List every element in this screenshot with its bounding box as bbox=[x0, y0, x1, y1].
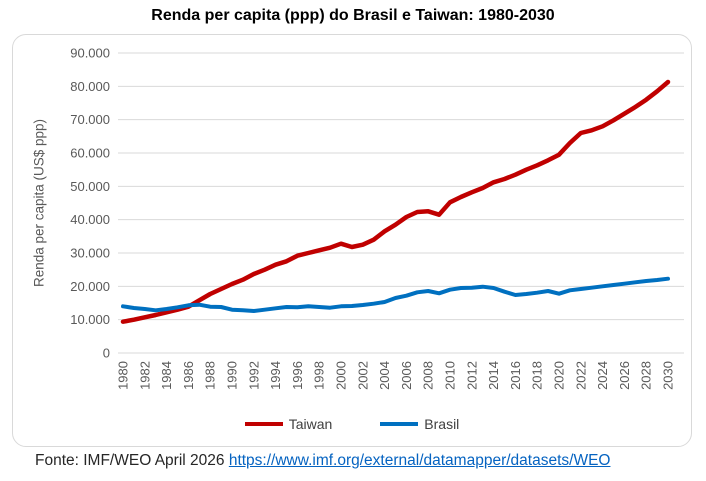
x-tick-label: 1996 bbox=[290, 361, 305, 390]
y-tick-label: 70.000 bbox=[70, 112, 110, 127]
y-tick-label: 50.000 bbox=[70, 179, 110, 194]
source-text: Fonte: IMF/WEO April 2026 bbox=[35, 452, 225, 469]
taiwan-line bbox=[120, 79, 671, 324]
source-note: Fonte: IMF/WEO April 2026 https://www.im… bbox=[35, 452, 610, 470]
y-tick-label: 80.000 bbox=[70, 79, 110, 94]
x-tick-label: 1982 bbox=[137, 361, 152, 390]
x-tick-label: 2014 bbox=[486, 361, 501, 390]
source-link[interactable]: https://www.imf.org/external/datamapper/… bbox=[228, 452, 611, 469]
x-tick-label: 2030 bbox=[661, 361, 676, 390]
brasil-line bbox=[121, 276, 670, 313]
chart-legend: Taiwan Brasil bbox=[13, 416, 691, 432]
y-tick-label: 60.000 bbox=[70, 146, 110, 161]
x-tick-label: 2004 bbox=[377, 361, 392, 390]
x-tick-label: 2006 bbox=[399, 361, 414, 390]
y-tick-label: 20.000 bbox=[70, 279, 110, 294]
x-tick-label: 1984 bbox=[159, 361, 174, 390]
chart-title: Renda per capita (ppp) do Brasil e Taiwa… bbox=[151, 7, 555, 24]
y-tick-label: 30.000 bbox=[70, 246, 110, 261]
chart-plot-container: 0 10.000 20.000 30.000 40.000 50.000 60.000 70.… bbox=[12, 34, 692, 447]
chart-canvas: 0 10.000 20.000 30.000 40.000 50.000 60.000 70.… bbox=[32, 46, 684, 390]
x-tick-label: 1986 bbox=[181, 361, 196, 390]
y-tick-label: 0 bbox=[103, 346, 110, 361]
x-tick-label: 2026 bbox=[617, 361, 632, 390]
legend-label-brasil: Brasil bbox=[424, 416, 460, 432]
legend-item-taiwan[interactable]: Taiwan bbox=[244, 416, 333, 432]
legend-item-brasil[interactable]: Brasil bbox=[380, 416, 459, 432]
legend-label-taiwan: Taiwan bbox=[288, 416, 333, 432]
x-tick-label: 2002 bbox=[355, 361, 370, 390]
x-tick-label: 2010 bbox=[443, 361, 458, 390]
brasil-line-swatch bbox=[380, 421, 419, 427]
x-tick-label: 1988 bbox=[203, 361, 218, 390]
y-tick-label: 40.000 bbox=[70, 212, 110, 227]
x-tick-label: 2000 bbox=[334, 361, 349, 390]
x-tick-label: 2018 bbox=[530, 361, 545, 390]
x-tick-label: 2022 bbox=[573, 361, 588, 390]
taiwan-line-swatch bbox=[244, 421, 283, 427]
x-tick-label: 2020 bbox=[552, 361, 567, 390]
x-tick-label: 2008 bbox=[421, 361, 436, 390]
x-tick-label: 2024 bbox=[595, 361, 610, 390]
x-tick-label: 2016 bbox=[508, 361, 523, 390]
x-tick-label: 2012 bbox=[464, 361, 479, 390]
x-tick-label: 1990 bbox=[225, 361, 240, 390]
x-tick-label: 1994 bbox=[268, 361, 283, 390]
y-tick-label: 90.000 bbox=[70, 46, 110, 61]
x-tick-label: 1980 bbox=[116, 361, 131, 390]
y-axis-title: Renda per capita (US$ ppp) bbox=[32, 119, 47, 287]
x-tick-label: 1998 bbox=[312, 361, 327, 390]
y-tick-label: 10.000 bbox=[70, 312, 110, 327]
x-tick-label: 1992 bbox=[246, 361, 261, 390]
x-tick-label: 2028 bbox=[639, 361, 654, 390]
